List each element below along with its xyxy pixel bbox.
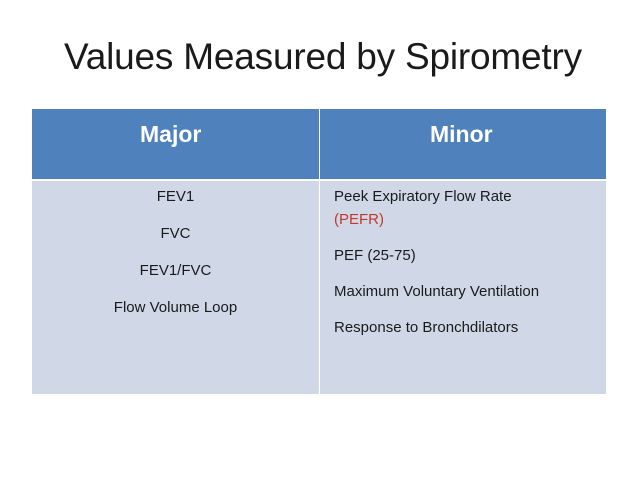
major-column: FEV1 FVC FEV1/FVC Flow Volume Loop [32,181,320,394]
list-item: FEV1/FVC [139,262,212,279]
header-minor: Minor [430,121,493,147]
list-item: Flow Volume Loop [113,299,238,316]
list-item-text: Peek Expiratory Flow Rate [334,188,512,205]
spirometry-table: Major Minor FEV1 FVC FEV1/FVC Flow Volum… [32,109,606,394]
list-item-text: PEF (25-75) [334,247,416,264]
list-item: Peek Expiratory Flow Rate (PEFR) [334,188,606,229]
list-item: Response to Bronchdilators [334,319,606,337]
list-item: Maximum Voluntary Ventilation [334,283,606,301]
list-item: FVC [160,225,191,242]
list-item: FEV1 [156,188,195,205]
header-major: Major [32,109,320,179]
page-title: Values Measured by Spirometry [64,36,582,77]
list-item-text: Response to Bronchdilators [334,319,519,336]
minor-column: Peek Expiratory Flow Rate (PEFR) PEF (25… [320,181,606,394]
list-item-text: Maximum Voluntary Ventilation [334,283,540,300]
table-header-row: Major Minor [32,109,606,181]
list-item-highlight: (PEFR) [334,211,384,228]
table-row: FEV1 FVC FEV1/FVC Flow Volume Loop Peek … [32,181,606,394]
list-item: PEF (25-75) [334,247,606,265]
